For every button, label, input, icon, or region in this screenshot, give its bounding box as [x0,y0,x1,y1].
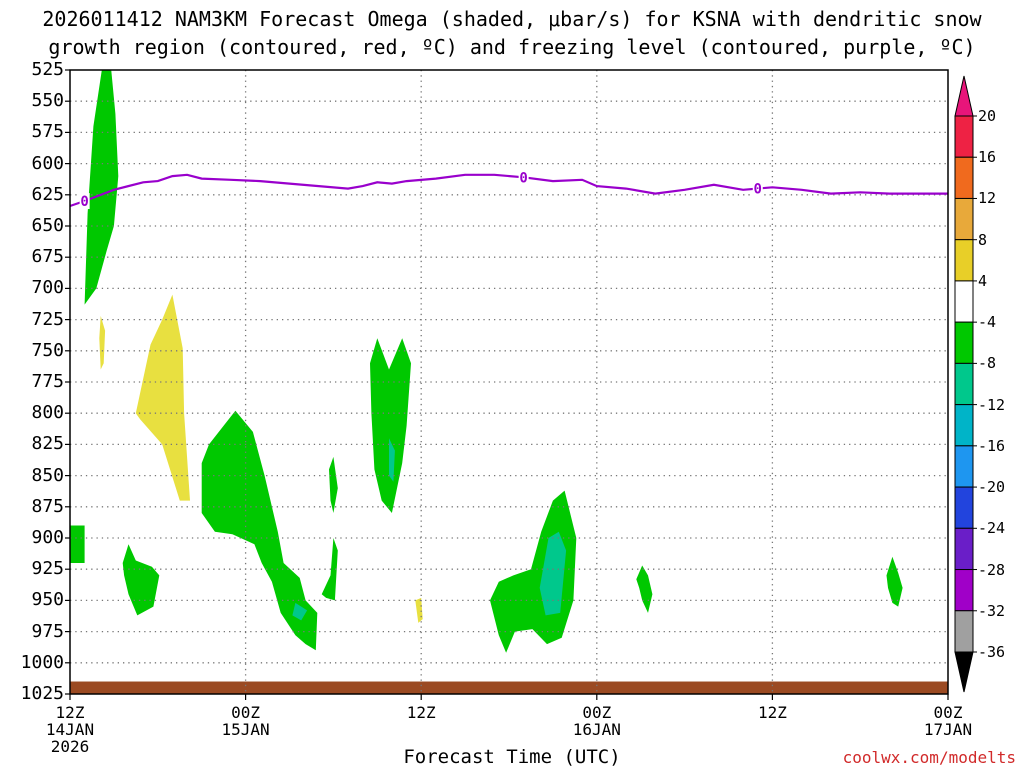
freezing-level-label: 0 [519,170,527,186]
colorbar-swatch [954,115,974,158]
contour-label-bg [752,180,763,197]
y-tick-label: 775 [31,371,64,392]
colorbar-label: 20 [978,107,997,125]
colorbar-swatch [954,156,974,199]
colorbar-swatch [954,610,974,653]
y-tick-label: 650 [31,215,64,236]
contour-label-bg [518,169,529,186]
y-tick-label: 875 [31,495,64,517]
y-tick-label: 1025 [20,683,64,704]
omega-region-15 [886,556,903,607]
colorbar-label: -20 [978,478,1006,497]
omega-region-8 [321,538,338,601]
omega-region-3 [135,294,190,501]
contour-label-bg [79,193,90,210]
x-tick-label: 12Z [406,703,436,722]
omega-region-2 [99,315,106,370]
y-tick-label: 525 [31,59,64,80]
colorbar-label: 16 [978,148,997,167]
freezing-level-line [69,173,948,208]
colorbar-bottom-arrow [954,651,974,693]
colorbar-swatch [954,445,974,488]
grid-lines [70,70,948,694]
colorbar-label: -4 [978,313,997,332]
freezing-level-contour: 0 0 0 [69,169,948,210]
x-tick-label: 15JAN [221,720,270,739]
y-tick-label: 950 [31,589,64,611]
colorbar-swatch [954,280,974,323]
y-tick-label: 550 [31,90,64,112]
omega-region-11 [415,597,423,623]
y-tick-label: 900 [31,527,64,548]
y-tick-label: 700 [31,277,64,299]
y-tick-label: 575 [31,121,64,143]
colorbar-label: 4 [978,271,988,290]
freezing-level-label: 0 [754,182,762,198]
y-tick-label: 850 [31,464,64,486]
colorbar-top-arrow [954,75,974,117]
y-tick-label: 825 [31,433,64,455]
colorbar-label: -8 [978,354,997,373]
omega-region-5 [201,410,318,651]
omega-region-4 [122,544,160,616]
y-tick-label: 675 [31,246,64,268]
omega-region-13 [539,531,567,616]
colorbar-label: -28 [978,560,1006,579]
omega-region-10 [389,438,395,482]
omega-region-1 [70,525,85,563]
y-tick-label: 600 [31,152,64,174]
x-tick-label: 00Z [231,703,261,722]
x-tick-label: 12Z [757,703,787,722]
terrain [70,681,948,694]
y-tick-label: 975 [31,620,64,642]
x-tick-label: 12Z [55,703,85,722]
y-tick-label: 800 [31,402,64,424]
chart-title-line-2: growth region (contoured, red, ºC) and f… [48,35,976,59]
freezing-level-label: 0 [80,194,88,210]
colorbar-label: -36 [978,643,1006,661]
x-axis-title: Forecast Time (UTC) [403,746,621,768]
colorbar-swatch [954,486,974,529]
colorbar-swatch [954,404,974,447]
x-tick-label: 14JAN [45,720,95,739]
colorbar-swatch [954,569,974,612]
colorbar-swatch [954,321,974,364]
source-credit: coolwx.com/modelts [842,748,1016,767]
colorbar-label: 12 [978,189,997,208]
colorbar-swatch [954,197,974,241]
omega-region-6 [292,602,308,621]
colorbar-swatch [954,239,974,282]
x-tick-label: 17JAN [923,720,973,739]
omega-region-14 [636,565,653,613]
omega-region-9 [370,338,411,513]
y-tick-label: 725 [31,308,64,330]
x-tick-label: 00Z [582,703,612,722]
x-tick-label: 2026 [50,737,90,756]
y-tick-label: 1000 [20,651,64,673]
colorbar-label: -12 [978,395,1006,414]
terrain-band [70,681,948,694]
y-tick-label: 625 [31,183,64,205]
omega-region-7 [329,456,338,513]
chart-title-line-1: 2026011412 NAM3KM Forecast Omega (shaded… [42,7,982,31]
y-tick-label: 750 [31,339,64,361]
x-tick-label: 00Z [933,703,963,722]
x-tick-label: 16JAN [572,720,621,739]
omega-region-0 [84,70,119,305]
colorbar-swatch [954,362,974,406]
colorbar-label: -24 [978,519,1006,538]
colorbar-label: -32 [978,601,1006,620]
colorbar [954,75,977,693]
y-tick-label: 925 [31,558,64,580]
axis-ticks [65,69,949,700]
omega-shading [70,70,903,653]
colorbar-swatch [954,527,974,571]
colorbar-label: 8 [978,230,988,249]
colorbar-label: -16 [978,436,1006,455]
